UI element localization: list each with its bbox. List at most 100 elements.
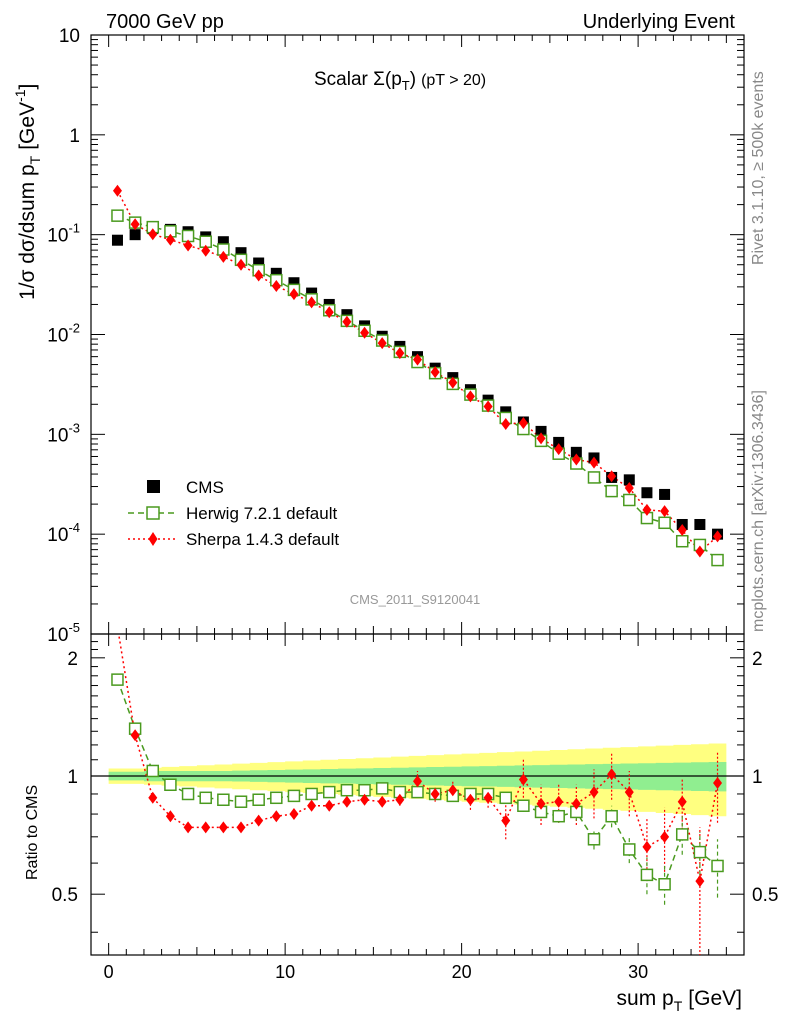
herwig-point <box>675 534 689 548</box>
herwig-ratio-point <box>658 878 671 891</box>
legend-cms-marker <box>147 480 160 493</box>
plot-title: Scalar Σ(pT) (pT > 20) <box>314 69 486 93</box>
y-tick-label-main: 10-4 <box>47 520 80 546</box>
cms-point <box>623 474 635 486</box>
sherpa-point <box>324 306 334 319</box>
sherpa-ratio-point <box>307 799 317 812</box>
sherpa-ratio-point <box>571 797 581 810</box>
main-panel: 10-5 10-4 10-3 10-2 10-1 1 10 <box>47 26 745 646</box>
x-tick-label: 20 <box>452 962 472 982</box>
x-tick-label: 30 <box>628 962 648 982</box>
cms-point <box>217 236 229 248</box>
herwig-point <box>111 209 124 222</box>
legend-sherpa-label: Sherpa 1.4.3 default <box>186 530 339 549</box>
sherpa-point <box>377 337 387 350</box>
sherpa-point <box>342 315 352 328</box>
sherpa-ratio-point <box>695 875 705 888</box>
sherpa-point <box>465 390 475 403</box>
sherpa-ratio-point <box>165 810 175 823</box>
ratio-content <box>91 621 744 955</box>
sherpa-ratio-point <box>430 787 440 800</box>
mcplots-label: mcplots.cern.ch [arXiv:1306.3436] <box>750 390 767 632</box>
sherpa-ratio-point <box>324 799 334 812</box>
sherpa-point <box>660 505 670 518</box>
sherpa-ratio-point <box>536 797 546 810</box>
sherpa-ratio-point <box>589 786 599 799</box>
x-tick-label: 0 <box>104 962 114 982</box>
sherpa-ratio-point <box>501 814 511 827</box>
herwig-ratio-point <box>252 793 265 807</box>
sherpa-ratio-point <box>236 821 246 834</box>
herwig-ratio-point <box>323 785 336 799</box>
herwig-point <box>623 493 636 507</box>
legend-herwig-label: Herwig 7.2.1 default <box>186 504 337 523</box>
herwig-point <box>605 484 618 498</box>
herwig-ratio-point <box>181 787 195 801</box>
sherpa-point <box>130 218 140 231</box>
sherpa-point <box>112 184 122 197</box>
cms-point <box>129 229 141 241</box>
herwig-ratio-point <box>164 778 177 792</box>
sherpa-point <box>271 280 281 293</box>
y-tick-label-ratio: 1 <box>67 767 78 788</box>
cms-point <box>270 267 282 279</box>
sherpa-ratio-point <box>342 795 352 808</box>
sherpa-point <box>695 545 705 558</box>
sherpa-ratio-point <box>554 795 564 808</box>
sherpa-ratio-point <box>713 776 723 789</box>
sherpa-ratio-point <box>642 840 652 853</box>
sherpa-point <box>201 244 211 257</box>
y-axis-label-ratio: Ratio to CMS <box>24 785 41 880</box>
cms-point <box>306 287 318 299</box>
sherpa-ratio-point <box>254 814 264 827</box>
legend-cms-label: CMS <box>186 478 224 497</box>
cms-point <box>570 446 582 458</box>
sherpa-point <box>218 250 228 263</box>
sherpa-point <box>148 228 158 241</box>
herwig-ratio-point <box>111 673 124 686</box>
sherpa-point <box>677 524 687 537</box>
sherpa-ratio-point <box>413 775 422 788</box>
herwig-point <box>658 516 671 530</box>
herwig-ratio-point <box>270 791 283 805</box>
sherpa-ratio-point <box>448 784 458 797</box>
rivet-label: Rivet 3.1.10, ≥ 500k events <box>750 71 767 265</box>
y-tick-label-main: 10-2 <box>47 321 80 347</box>
sherpa-point <box>307 296 317 309</box>
herwig-ratio-point <box>411 785 424 799</box>
cms-point <box>641 487 653 499</box>
y-tick-label-main: 10-5 <box>47 620 80 646</box>
herwig-ratio-point <box>340 783 354 797</box>
legend-sherpa-marker <box>148 532 158 546</box>
sherpa-ratio-point <box>113 621 122 633</box>
y-tick-label-ratio-right: 0.5 <box>752 885 778 906</box>
sherpa-point <box>236 258 246 271</box>
herwig-ratio-point <box>605 809 618 823</box>
sherpa-point <box>183 239 193 252</box>
herwig-ratio-point <box>217 793 230 807</box>
herwig-ratio-point <box>693 845 707 859</box>
cms-point <box>111 234 123 246</box>
herwig-ratio-point <box>305 787 318 801</box>
sherpa-point <box>360 326 370 339</box>
cms-point <box>288 277 300 289</box>
herwig-ratio-point <box>146 764 160 778</box>
sherpa-point <box>289 288 299 301</box>
sherpa-ratio-point <box>607 768 617 781</box>
sherpa-point <box>448 376 458 389</box>
herwig-ratio-point <box>375 782 389 795</box>
sherpa-ratio-point <box>660 830 670 843</box>
y-tick-label-ratio: 0.5 <box>52 885 78 906</box>
sherpa-point <box>413 353 422 366</box>
sherpa-point <box>395 347 405 360</box>
analysis-watermark: CMS_2011_S9120041 <box>350 592 481 607</box>
sherpa-ratio-point <box>183 821 193 834</box>
herwig-ratio-point <box>640 868 654 882</box>
sherpa-point <box>642 503 652 516</box>
sherpa-ratio-point <box>289 808 299 821</box>
cms-point <box>235 247 247 259</box>
sherpa-point <box>589 456 599 469</box>
y-tick-label-main: 10 <box>59 26 80 47</box>
herwig-ratio-point <box>587 833 601 846</box>
